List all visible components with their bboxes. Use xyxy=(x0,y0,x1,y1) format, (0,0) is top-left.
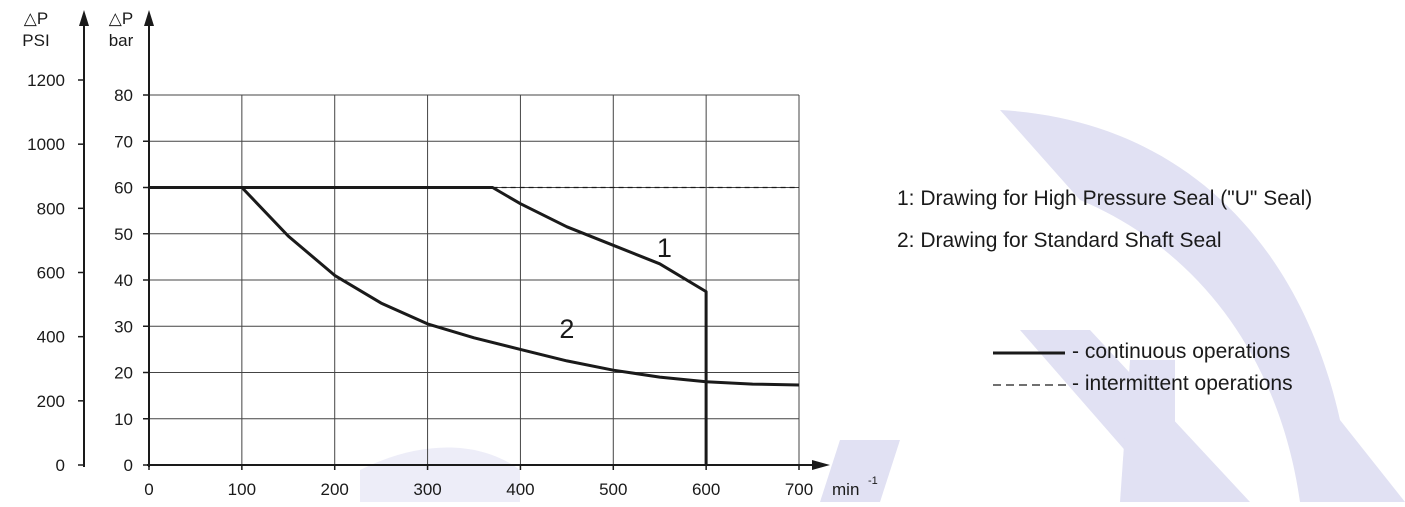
psi-axis-label-unit: PSI xyxy=(22,31,49,50)
chart-axes xyxy=(79,10,830,470)
psi-tick-label-200: 200 xyxy=(37,392,65,411)
curve-label-1: 1 xyxy=(657,233,672,263)
curve-2-line xyxy=(149,186,800,387)
psi-tick-label-600: 600 xyxy=(37,264,65,283)
curve-label-2: 2 xyxy=(559,314,574,344)
x-tick-label-400: 400 xyxy=(506,480,534,499)
axis-labels: △P PSI △P bar min -1 xyxy=(22,9,877,499)
x-tick-label-700: 700 xyxy=(785,480,813,499)
psi-axis-arrow xyxy=(79,10,89,26)
bar-tick-label-50: 50 xyxy=(114,225,133,244)
psi-tick-label-800: 800 xyxy=(37,199,65,218)
watermark-arc xyxy=(1000,110,1405,502)
tick-labels: 0 100 200 300 400 500 600 700010203040506070800… xyxy=(27,71,813,499)
bar-tick-label-10: 10 xyxy=(114,410,133,429)
watermark-stroke-3 xyxy=(820,440,900,502)
watermark-stroke-2 xyxy=(1120,360,1175,502)
watermark-logo xyxy=(360,110,1405,502)
psi-tick-label-400: 400 xyxy=(37,328,65,347)
bar-tick-label-70: 70 xyxy=(114,132,133,151)
bar-tick-label-60: 60 xyxy=(114,179,133,198)
psi-tick-label-1200: 1200 xyxy=(27,71,65,90)
bar-tick-label-0: 0 xyxy=(124,456,133,475)
x-tick-label-600: 600 xyxy=(692,480,720,499)
psi-tick-label-0: 0 xyxy=(56,456,65,475)
legend-intermittent-label: - intermittent operations xyxy=(1072,372,1293,395)
bar-axis-label-unit: bar xyxy=(109,31,134,50)
chart-series: 12 xyxy=(149,186,800,465)
x-tick-label-200: 200 xyxy=(321,480,349,499)
x-tick-label-100: 100 xyxy=(228,480,256,499)
note-standard-shaft-seal: 2: Drawing for Standard Shaft Seal xyxy=(897,229,1222,252)
watermark-blob xyxy=(360,447,520,502)
psi-tick-label-1000: 1000 xyxy=(27,135,65,154)
x-tick-label-300: 300 xyxy=(413,480,441,499)
x-axis-label-superscript: -1 xyxy=(868,475,878,487)
note-high-pressure-seal: 1: Drawing for High Pressure Seal ("U" S… xyxy=(897,187,1313,210)
bar-axis-arrow xyxy=(144,10,154,26)
bar-tick-label-40: 40 xyxy=(114,271,133,290)
bar-tick-label-30: 30 xyxy=(114,317,133,336)
x-axis-arrow xyxy=(812,460,830,470)
curve-1-line xyxy=(149,186,708,465)
bar-tick-label-80: 80 xyxy=(114,86,133,105)
legend-continuous-label: - continuous operations xyxy=(1072,340,1291,363)
bar-tick-label-20: 20 xyxy=(114,364,133,383)
x-axis-label: min xyxy=(832,480,859,499)
legend-swatches xyxy=(993,351,1068,386)
x-tick-label-500: 500 xyxy=(599,480,627,499)
bar-axis-label-delta: △P xyxy=(109,9,133,28)
psi-axis-label-delta: △P xyxy=(24,9,48,28)
chart-grid xyxy=(149,94,800,465)
x-tick-label-0: 0 xyxy=(144,480,153,499)
